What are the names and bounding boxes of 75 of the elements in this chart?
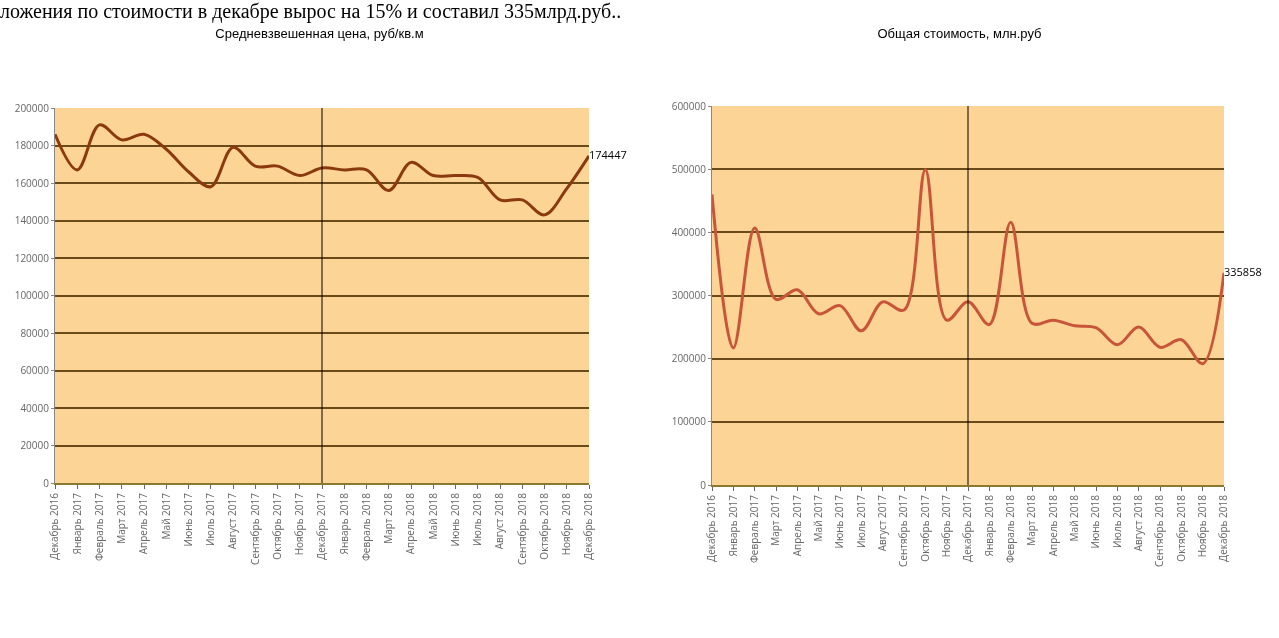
x-tick-label: Июнь 2018 [447, 492, 462, 547]
x-tick-label: Декабрь 2016 [47, 492, 62, 560]
x-tick-label: Декабрь 2017 [960, 494, 975, 562]
chart-title: Средневзвешенная цена, руб/кв.м [215, 25, 424, 41]
x-tick-label: Октябрь 2017 [269, 492, 284, 560]
x-tick-label: Ноябрь 2017 [292, 492, 306, 556]
x-tick-label: Апрель 2017 [789, 494, 804, 557]
x-tick-label: Ноябрь 2018 [1194, 494, 1209, 558]
x-tick-label: Июнь 2018 [1088, 494, 1103, 549]
x-tick-label: Июнь 2017 [832, 494, 847, 549]
x-tick-label: Июль 2017 [853, 494, 868, 548]
x-tick-label: Сентябрь 2017 [896, 494, 911, 567]
y-tick-label: 400000 [671, 224, 707, 239]
x-tick-label: Декабрь 2016 [704, 494, 719, 562]
x-tick-label: Апрель 2018 [403, 492, 418, 555]
y-tick-label: 0 [43, 475, 50, 490]
line-series [55, 123, 589, 217]
y-tick-label: 100000 [14, 288, 50, 302]
x-tick-label: Июль 2018 [1109, 494, 1124, 548]
y-tick-label: 180000 [14, 138, 50, 152]
x-tick-label: Июнь 2017 [180, 492, 195, 547]
x-tick-label: Март 2017 [114, 492, 128, 544]
x-tick-label: Февраль 2018 [1002, 494, 1017, 564]
x-tick-label: Январь 2017 [69, 492, 84, 555]
x-tick-label: Сентябрь 2017 [247, 492, 262, 565]
y-tick-label: 120000 [14, 250, 50, 265]
x-tick-label: Сентябрь 2018 [1152, 494, 1167, 567]
y-tick-label: 200000 [671, 351, 707, 366]
x-tick-label: Февраль 2017 [746, 494, 761, 564]
x-tick-label: Апрель 2017 [136, 492, 151, 555]
x-tick-label: Февраль 2018 [358, 492, 373, 562]
y-tick-label: 100000 [671, 414, 707, 429]
y-tick-label: 300000 [671, 288, 707, 302]
x-tick-label: Март 2018 [1024, 494, 1039, 546]
x-tick-label: Май 2018 [425, 492, 440, 540]
x-tick-label: Ноябрь 2017 [938, 494, 953, 558]
x-tick-label: Август 2017 [225, 492, 240, 550]
x-tick-label: Январь 2018 [336, 492, 351, 555]
x-tick-label: Октябрь 2018 [1173, 494, 1188, 562]
x-tick-label: Май 2017 [158, 492, 173, 540]
y-tick-label: 40000 [20, 400, 50, 415]
y-tick-label: 20000 [20, 438, 50, 452]
y-tick-label: 200000 [14, 100, 50, 115]
x-tick-label: Сентябрь 2018 [514, 492, 529, 565]
x-tick-label: Ноябрь 2018 [559, 492, 573, 556]
x-tick-label: Август 2018 [1130, 494, 1145, 552]
x-tick-label: Февраль 2017 [91, 492, 106, 562]
x-tick-label: Август 2018 [492, 492, 507, 550]
y-tick-label: 160000 [14, 175, 50, 190]
text: ложения по стоимости в декабре вырос на 15% и составил 335млрд.руб.. [0, 0, 623, 22]
y-tick-label: 60000 [20, 363, 50, 377]
x-tick-label: Октябрь 2017 [917, 494, 932, 562]
line-series [712, 168, 1224, 366]
x-tick-label: Декабрь 2017 [314, 492, 329, 560]
x-tick-label: Май 2018 [1066, 494, 1081, 542]
y-tick-label: 0 [700, 477, 707, 492]
x-tick-label: Январь 2017 [725, 494, 740, 557]
x-tick-label: Апрель 2018 [1045, 494, 1060, 557]
y-tick-label: 500000 [671, 161, 707, 176]
chart-title: Общая стоимость, млн.руб [877, 25, 1042, 41]
y-tick-label: 140000 [14, 213, 50, 227]
x-tick-label: Июль 2017 [203, 492, 217, 546]
x-tick-label: Март 2018 [381, 492, 395, 544]
x-tick-label: Март 2017 [768, 494, 783, 546]
x-tick-label: Декабрь 2018 [581, 492, 596, 560]
x-tick-label: Июль 2018 [470, 492, 484, 546]
x-tick-label: Май 2017 [810, 494, 825, 542]
x-tick-label: Январь 2018 [981, 494, 996, 557]
data-label: 174447 [589, 146, 627, 162]
data-label: 335858 [1224, 263, 1262, 279]
x-tick-label: Август 2017 [874, 494, 889, 552]
x-tick-label: Октябрь 2018 [536, 492, 551, 560]
y-tick-label: 600000 [671, 98, 707, 113]
y-tick-label: 80000 [20, 325, 50, 340]
x-tick-label: Декабрь 2018 [1216, 494, 1231, 562]
